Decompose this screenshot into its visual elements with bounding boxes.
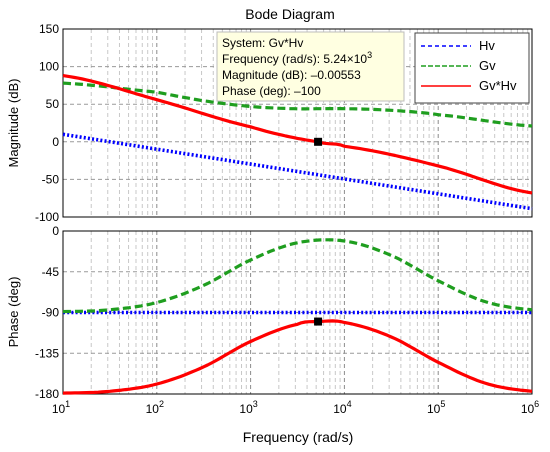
magnitude-y-tick-label: 150 xyxy=(39,22,59,36)
datatip-frequency-text: Frequency (rad/s): 5.24×10 xyxy=(222,52,367,66)
phase-series xyxy=(62,238,533,395)
datatip-phase: Phase (deg): –100 xyxy=(222,84,321,98)
phase-grid xyxy=(63,231,532,394)
phase-y-tick-label: 0 xyxy=(52,224,59,238)
phase-y-label: Phase (deg) xyxy=(6,277,21,348)
legend-label-gv-hv: Gv*Hv xyxy=(479,78,517,93)
phase-y-tick-label: -180 xyxy=(35,387,59,401)
x-tick-label: 102 xyxy=(146,399,164,416)
magnitude-series-gv-hv xyxy=(62,74,533,195)
legend-box xyxy=(414,32,530,104)
phase-y-tick-label: -90 xyxy=(42,306,60,320)
phase-datatip-marker[interactable] xyxy=(314,317,323,326)
phase-y-tick-label: -135 xyxy=(35,346,59,360)
phase-series-gv xyxy=(62,238,533,314)
phase-series-gv-hv xyxy=(62,319,533,395)
magnitude-series xyxy=(62,74,533,211)
magnitude-y-tick-label: 0 xyxy=(52,135,59,149)
magnitude-y-tick-label: 100 xyxy=(39,60,59,74)
magnitude-y-tick-label: -100 xyxy=(35,210,59,224)
datatip-box xyxy=(216,31,405,102)
magnitude-datatip-marker[interactable] xyxy=(314,137,323,146)
magnitude-y-tick-label: 50 xyxy=(46,97,60,111)
legend-label-gv: Gv xyxy=(479,58,496,73)
x-tick-label: 103 xyxy=(239,399,257,416)
frequency-x-label: Frequency (rad/s) xyxy=(243,429,353,445)
legend: Hv Gv Gv*Hv xyxy=(414,32,530,104)
magnitude-grid xyxy=(63,29,532,217)
chart-title: Bode Diagram xyxy=(245,6,335,22)
x-tick-label: 104 xyxy=(333,399,351,416)
magnitude-y-ticks: 150 100 50 0 -50 -100 xyxy=(35,22,59,224)
magnitude-y-tick-label: -50 xyxy=(42,172,60,186)
x-tick-label: 105 xyxy=(427,399,445,416)
datatip-system: System: Gv*Hv xyxy=(222,36,303,50)
magnitude-series-gv xyxy=(62,81,533,128)
magnitude-axes-box xyxy=(62,28,533,218)
magnitude-series-hv xyxy=(62,132,533,211)
frequency-x-ticks: 101 102 103 104 105 106 xyxy=(52,399,539,416)
magnitude-y-label: Magnitude (dB) xyxy=(6,79,21,168)
x-tick-label: 106 xyxy=(521,399,539,416)
datatip-frequency-exponent: 3 xyxy=(367,50,372,60)
phase-y-tick-label: -45 xyxy=(42,265,60,279)
legend-label-hv: Hv xyxy=(479,38,495,53)
x-tick-label: 101 xyxy=(52,399,70,416)
datatip-magnitude: Magnitude (dB): –0.00553 xyxy=(222,68,361,82)
datatip-frequency: Frequency (rad/s): 5.24×103 xyxy=(222,50,372,66)
datatip: System: Gv*Hv Frequency (rad/s): 5.24×10… xyxy=(216,31,405,102)
phase-y-ticks: 0 -45 -90 -135 -180 xyxy=(35,224,59,401)
